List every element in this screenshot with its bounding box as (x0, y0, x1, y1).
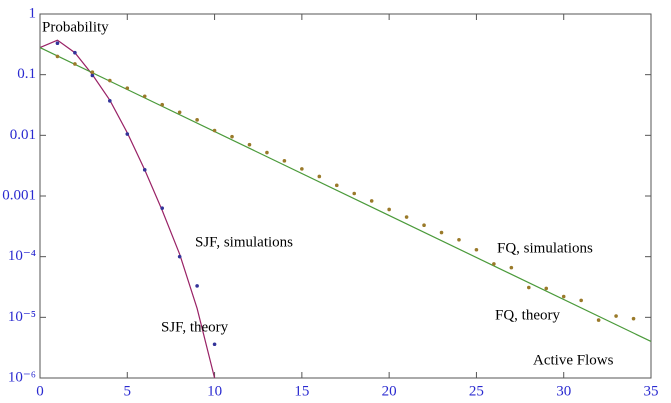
data-point (90, 73, 95, 78)
data-point (177, 254, 182, 259)
data-point (125, 86, 130, 90)
data-point (108, 78, 112, 83)
data-point (334, 183, 339, 188)
data-point (195, 118, 199, 122)
y-axis-label: Probability (42, 19, 109, 35)
data-point (492, 262, 496, 266)
data-point (317, 174, 322, 179)
x-tick-label: 30 (556, 383, 571, 399)
x-tick-label: 10 (207, 383, 222, 399)
x-tick-label: 5 (124, 383, 132, 399)
data-point (212, 128, 217, 133)
y-tick-label: 10⁻⁶ (8, 369, 36, 385)
data-point (108, 99, 112, 103)
data-point (142, 94, 147, 99)
data-point (142, 168, 147, 172)
data-point (195, 284, 199, 288)
series-label: SJF, simulations (195, 234, 293, 250)
data-point (369, 199, 374, 203)
data-point (160, 206, 164, 210)
x-tick-label: 35 (644, 383, 659, 399)
data-point (614, 314, 618, 318)
x-axis-label: Active Flows (533, 352, 614, 368)
data-point (282, 159, 287, 163)
data-point (474, 247, 479, 252)
data-point (230, 134, 234, 139)
data-point (125, 132, 130, 136)
series-label: FQ, simulations (497, 240, 593, 256)
data-point (73, 50, 77, 55)
series-label: FQ, theory (495, 307, 560, 323)
y-tick-label: 0.001 (2, 187, 36, 203)
data-point (73, 62, 77, 66)
data-point (55, 54, 60, 59)
x-tick-label: 0 (36, 383, 44, 399)
data-point (300, 167, 304, 171)
data-point (561, 294, 566, 299)
y-tick-label: 10⁻⁵ (8, 309, 36, 325)
x-tick-label: 25 (469, 383, 484, 399)
y-tick-label: 10⁻⁴ (8, 248, 36, 264)
series-line (39, 46, 652, 343)
data-point (422, 223, 426, 228)
data-point (177, 110, 182, 115)
data-point (457, 237, 461, 242)
series-label: SJF, theory (161, 319, 229, 335)
data-point (352, 191, 357, 196)
data-point (212, 342, 217, 347)
data-point (387, 207, 391, 212)
data-point (544, 286, 549, 291)
data-point (596, 318, 601, 322)
data-point (404, 215, 409, 219)
data-point (247, 142, 252, 147)
data-point (509, 265, 514, 270)
y-tick-label: 0.1 (17, 66, 36, 82)
data-point (265, 150, 269, 155)
data-point (579, 298, 583, 303)
data-point (55, 41, 60, 46)
data-point (90, 70, 95, 74)
x-tick-label: 20 (382, 383, 397, 399)
x-tick-label: 15 (294, 383, 309, 399)
y-tick-label: 1 (29, 5, 37, 21)
y-tick-label: 0.01 (10, 127, 36, 143)
data-point (631, 316, 636, 321)
data-point (439, 230, 444, 235)
data-point (527, 285, 531, 290)
data-point (160, 102, 164, 107)
